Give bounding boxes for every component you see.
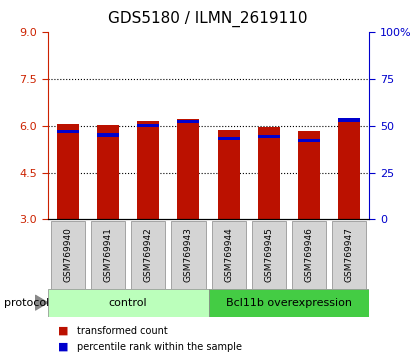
- Bar: [209, 289, 369, 317]
- Text: transformed count: transformed count: [77, 326, 168, 336]
- Bar: [91, 221, 125, 289]
- Polygon shape: [35, 295, 48, 310]
- Bar: [137, 121, 159, 219]
- Bar: [131, 221, 165, 289]
- Text: GSM769947: GSM769947: [345, 227, 354, 282]
- Bar: [51, 221, 85, 289]
- Text: control: control: [109, 298, 147, 308]
- Text: GSM769940: GSM769940: [63, 227, 72, 282]
- Text: Bcl11b overexpression: Bcl11b overexpression: [226, 298, 352, 308]
- Text: GSM769946: GSM769946: [305, 227, 314, 282]
- Text: GSM769943: GSM769943: [184, 227, 193, 282]
- Text: GSM769941: GSM769941: [103, 227, 112, 282]
- Bar: [252, 221, 286, 289]
- Text: GDS5180 / ILMN_2619110: GDS5180 / ILMN_2619110: [108, 11, 307, 27]
- Text: GSM769945: GSM769945: [264, 227, 273, 282]
- Bar: [298, 139, 320, 142]
- Bar: [212, 221, 246, 289]
- Text: ■: ■: [58, 326, 68, 336]
- Bar: [258, 127, 280, 219]
- Text: protocol: protocol: [4, 298, 49, 308]
- Bar: [338, 118, 360, 219]
- Bar: [48, 289, 209, 317]
- Bar: [177, 119, 200, 219]
- Bar: [97, 125, 119, 219]
- Bar: [57, 124, 79, 219]
- Bar: [57, 130, 79, 133]
- Bar: [171, 221, 205, 289]
- Bar: [292, 221, 326, 289]
- Text: GSM769944: GSM769944: [224, 228, 233, 282]
- Bar: [298, 131, 320, 219]
- Bar: [338, 119, 360, 122]
- Bar: [217, 130, 240, 219]
- Text: ■: ■: [58, 342, 68, 352]
- Bar: [97, 133, 119, 137]
- Text: GSM769942: GSM769942: [144, 228, 153, 282]
- Bar: [177, 120, 200, 124]
- Bar: [217, 137, 240, 141]
- Text: percentile rank within the sample: percentile rank within the sample: [77, 342, 242, 352]
- Bar: [137, 124, 159, 127]
- Bar: [258, 135, 280, 138]
- Bar: [332, 221, 366, 289]
